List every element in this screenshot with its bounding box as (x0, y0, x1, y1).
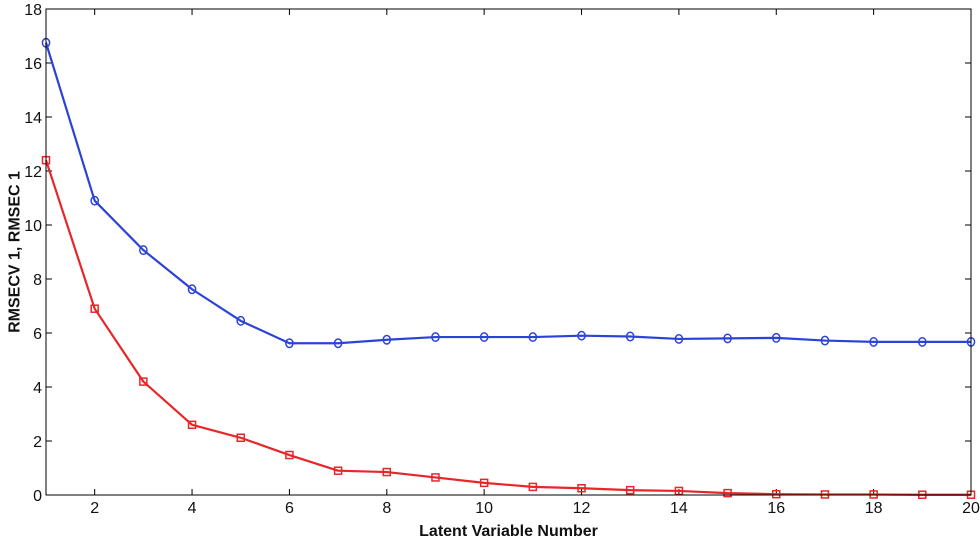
data-point (625, 331, 635, 342)
y-tick-label: 6 (33, 326, 42, 343)
data-point (236, 315, 246, 326)
data-point (528, 482, 538, 492)
y-tick-label: 14 (24, 110, 42, 127)
data-point (674, 486, 684, 496)
x-axis-label: Latent Variable Number (419, 523, 598, 540)
series-1 (41, 37, 976, 349)
x-tick-label: 10 (475, 500, 493, 517)
x-tick-label: 8 (382, 500, 391, 517)
data-point (285, 450, 294, 460)
y-axis-label: RMSECV 1, RMSEC 1 (7, 171, 24, 333)
data-point (139, 245, 148, 256)
data-point (187, 284, 197, 295)
y-tick-label: 12 (24, 164, 42, 181)
data-point (187, 420, 197, 430)
data-point (625, 485, 635, 495)
data-point (723, 333, 732, 344)
data-point (771, 332, 781, 343)
x-tick-label: 4 (188, 500, 197, 517)
data-point (431, 473, 440, 482)
x-tick-label: 16 (767, 500, 785, 517)
x-tick-label: 12 (573, 500, 591, 517)
series-line (44, 42, 971, 345)
y-tick-label: 8 (33, 272, 42, 289)
x-tick-label: 20 (962, 500, 980, 517)
x-tick-label: 18 (865, 500, 883, 517)
x-tick-label: 2 (90, 500, 99, 517)
y-tick-label: 4 (33, 380, 42, 397)
data-point (772, 489, 781, 499)
plot-area-frame (45, 8, 972, 496)
data-point (90, 195, 100, 206)
data-point (90, 304, 99, 313)
data-point (431, 332, 440, 342)
data-point (479, 332, 489, 342)
data-point (577, 484, 586, 493)
series-layer (41, 37, 976, 499)
data-point (917, 336, 927, 347)
data-point (820, 335, 830, 346)
data-point (382, 334, 392, 345)
data-point (333, 466, 343, 475)
data-point (869, 490, 878, 499)
data-point (285, 338, 294, 349)
data-point (723, 488, 732, 498)
data-point (528, 332, 538, 342)
series-2 (41, 155, 976, 499)
data-point (674, 333, 684, 344)
data-point (333, 338, 343, 349)
y-tick-label: 2 (33, 434, 42, 451)
x-tick-label: 14 (670, 500, 688, 517)
data-point (236, 433, 245, 443)
data-point (139, 377, 148, 386)
data-point (820, 490, 830, 499)
y-tick-label: 16 (24, 56, 42, 73)
x-tick-label: 6 (285, 500, 294, 517)
y-tick-label: 0 (33, 488, 42, 505)
y-tick-label: 18 (24, 2, 42, 19)
series-line (44, 159, 971, 496)
data-point (479, 478, 489, 488)
data-point (382, 467, 392, 477)
data-point (869, 336, 878, 347)
y-tick-label: 10 (24, 218, 42, 235)
data-point (577, 330, 586, 341)
axis-ticks: 2 4 6 8 10 12 14 16 18 20 0 2 4 6 8 10 12 14 16 18 (24, 2, 980, 517)
